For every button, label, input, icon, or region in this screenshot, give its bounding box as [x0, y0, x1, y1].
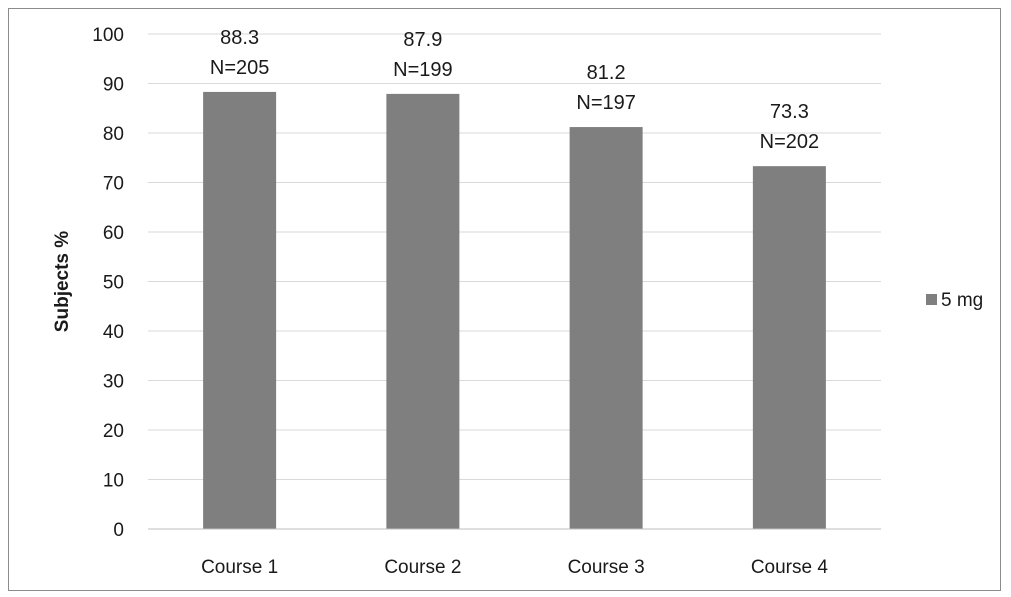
data-label-value: 73.3 [770, 101, 809, 123]
data-labels: 88.3 N=205 87.9 N=199 81.2 N=197 73.3 N=202 [210, 27, 819, 153]
bars [203, 91, 826, 530]
x-tick-label: Course 1 [201, 557, 278, 578]
x-axis-ticks: Course 1 Course 2 Course 3 Course 4 [201, 557, 828, 578]
bar [386, 93, 460, 530]
data-label-n: N=202 [760, 131, 820, 153]
y-tick-label: 60 [103, 223, 124, 244]
y-tick-label: 20 [103, 421, 124, 442]
data-label-value: 87.9 [403, 29, 442, 51]
y-axis-ticks: 0 10 20 30 40 50 60 70 80 90 100 [92, 25, 124, 541]
y-tick-label: 100 [92, 25, 124, 46]
y-tick-label: 80 [103, 124, 124, 145]
data-label-value: 81.2 [587, 62, 626, 84]
y-tick-label: 90 [103, 75, 124, 96]
y-tick-label: 0 [113, 520, 124, 541]
y-tick-label: 40 [103, 322, 124, 343]
x-tick-label: Course 2 [384, 557, 461, 578]
x-tick-label: Course 3 [568, 557, 645, 578]
legend-label-5mg: 5 mg [941, 290, 983, 311]
x-tick-label: Course 4 [751, 557, 829, 578]
bar [569, 127, 643, 529]
bar [203, 91, 277, 529]
y-tick-label: 50 [103, 273, 124, 294]
data-label-n: N=205 [210, 57, 270, 79]
data-label-n: N=199 [393, 59, 453, 81]
legend-swatch-5mg [926, 294, 937, 305]
data-label-value: 88.3 [220, 27, 259, 49]
legend: 5 mg [926, 290, 983, 311]
bar [752, 166, 826, 530]
data-label-n: N=197 [576, 92, 636, 114]
chart-frame [8, 8, 1001, 591]
y-tick-label: 10 [103, 471, 124, 492]
y-tick-label: 70 [103, 174, 124, 195]
y-axis-title: Subjects % [52, 231, 73, 332]
y-tick-label: 30 [103, 372, 124, 393]
